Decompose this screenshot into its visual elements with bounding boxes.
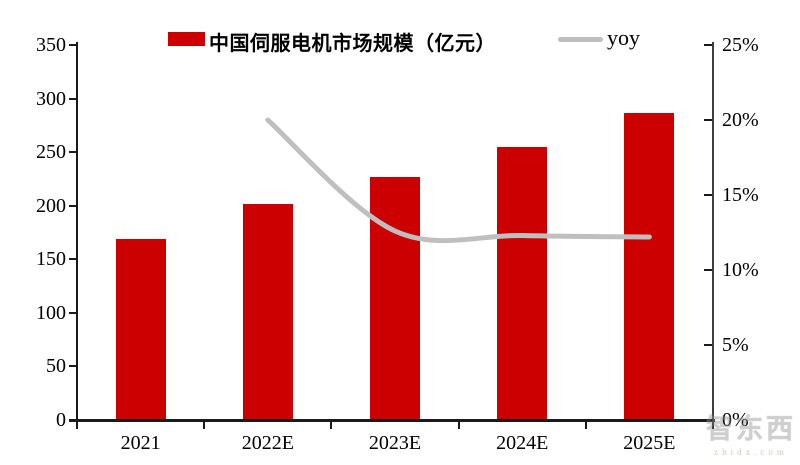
x-axis-tick-mark [330, 420, 333, 429]
watermark-domain: zhidx.com [714, 447, 788, 457]
left-axis-tick-mark [69, 151, 77, 154]
x-axis-category-label: 2023E [368, 432, 422, 454]
x-axis-category-label: 2025E [623, 432, 676, 454]
bar [370, 176, 420, 420]
left-axis-tick-mark [69, 311, 77, 314]
right-axis-tick-label: 25% [722, 34, 759, 56]
right-axis-tick-label: 10% [722, 259, 759, 281]
left-axis-line [76, 42, 78, 421]
bar [497, 146, 548, 420]
bar [115, 238, 166, 420]
left-axis-tick-label: 300 [36, 87, 66, 110]
legend-line-swatch [558, 37, 603, 42]
left-axis-tick-mark [69, 204, 77, 207]
left-axis-tick-label: 150 [36, 248, 66, 271]
x-axis-tick-mark [76, 420, 78, 429]
left-axis-tick-label: 100 [36, 301, 66, 324]
x-axis-category-label: 2024E [496, 432, 549, 454]
x-axis-tick-mark [457, 420, 460, 429]
right-axis-tick-mark [704, 344, 712, 346]
left-axis-tick-label: 0 [56, 409, 66, 431]
bar [624, 112, 675, 420]
right-axis-tick-mark [704, 419, 712, 421]
right-axis-tick-mark [704, 269, 712, 271]
x-axis-category-label: 2022E [241, 432, 294, 454]
left-axis-tick-mark [69, 44, 77, 46]
right-axis-tick-label: 20% [722, 109, 759, 131]
left-axis-tick-mark [69, 97, 77, 100]
right-axis-tick-label: 0% [722, 409, 749, 431]
right-axis-line [712, 42, 714, 421]
left-axis-tick-mark [69, 419, 77, 421]
yoy-line [265, 117, 652, 244]
x-axis-tick-mark [203, 420, 206, 429]
left-axis-tick-label: 200 [36, 194, 66, 217]
legend-bar-label: 中国伺服电机市场规模（亿元） [209, 33, 496, 55]
left-axis-tick-label: 50 [46, 355, 66, 378]
right-axis-tick-mark [704, 119, 712, 121]
x-axis-tick-mark [584, 420, 587, 429]
right-axis-tick-mark [704, 44, 712, 46]
left-axis-tick-label: 350 [36, 34, 66, 56]
right-axis-tick-mark [704, 194, 712, 196]
legend-line-label: yoy [607, 25, 640, 50]
x-axis-tick-mark [712, 420, 714, 429]
right-axis-tick-label: 5% [722, 334, 749, 356]
left-axis-tick-label: 250 [36, 141, 66, 164]
x-axis-category-label: 2021 [120, 432, 161, 454]
left-axis-tick-mark [69, 258, 77, 261]
bar [242, 203, 293, 420]
right-axis-tick-label: 15% [722, 184, 759, 206]
legend-bar-swatch [168, 32, 205, 46]
bottom-axis-line [69, 419, 715, 422]
left-axis-tick-mark [69, 365, 77, 368]
